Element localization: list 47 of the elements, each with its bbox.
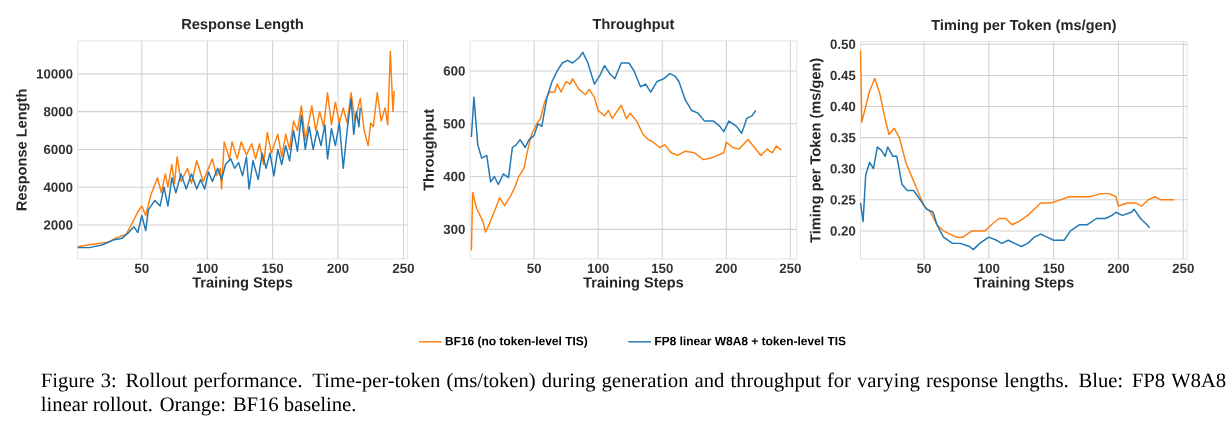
y-tick-label: 0.30 [830,163,856,174]
x-axis-title: Training Steps [973,276,1074,291]
y-tick-label: 0.50 [830,39,856,49]
y-tick-label: 600 [443,66,465,76]
legend-label: FP8 linear W8A8 + token-level TIS [655,336,846,346]
x-tick-label: 100 [196,263,218,273]
y-tick-label: 0.40 [830,101,856,112]
y-tick-label: 0.25 [830,195,856,205]
chart-title: Throughput [592,18,675,33]
x-axis-title: Training Steps [583,276,684,291]
y-tick-label: 400 [443,171,465,182]
line-series [470,78,783,252]
y-tick-label: 8000 [43,106,73,117]
y-tick-label: 500 [443,118,465,129]
x-tick-label: 50 [917,263,931,273]
y-tick-label: 2000 [43,220,73,230]
y-axis-title: Throughput [423,108,437,191]
x-tick-label: 250 [1172,263,1194,273]
x-tick-label: 100 [587,263,609,273]
x-tick-label: 100 [978,263,1000,273]
y-tick-label: 0.20 [830,226,856,236]
chart-title: Timing per Token (ms/gen) [931,19,1116,34]
legend-label: BF16 (no token-level TIS) [445,336,588,348]
x-tick-label: 250 [779,263,801,273]
y-tick-label: 10000 [36,69,73,79]
x-tick-label: 50 [134,263,149,273]
x-tick-label: 150 [652,263,673,273]
x-tick-label: 250 [392,263,414,273]
line-series [76,50,395,248]
y-axis-title: Response Length [15,89,30,211]
x-tick-label: 200 [1107,263,1130,273]
x-axis-title: Training Steps [192,276,293,291]
y-tick-label: 4000 [43,182,73,192]
chart-title: Response Length [182,18,303,33]
x-tick-label: 200 [327,263,349,273]
y-tick-label: 0.45 [830,70,856,81]
y-tick-label: 6000 [43,144,73,155]
y-axis-title: Timing per Token (ms/gen) [809,58,824,243]
x-tick-label: 200 [715,263,737,273]
line-series [76,97,361,249]
x-tick-label: 150 [1043,263,1065,273]
y-tick-label: 0.35 [830,132,856,143]
caption: Figure 3: Rollout performance. Time-per-token (ms/token) during generation and throughput for varying response lengths. Blue: FP8 W8A8 linear rollout. Orange: BF16 baseline. [41,372,1226,416]
x-tick-label: 150 [262,263,284,273]
y-tick-label: 300 [443,224,465,234]
x-tick-label: 50 [527,263,541,273]
line-series [470,51,757,186]
